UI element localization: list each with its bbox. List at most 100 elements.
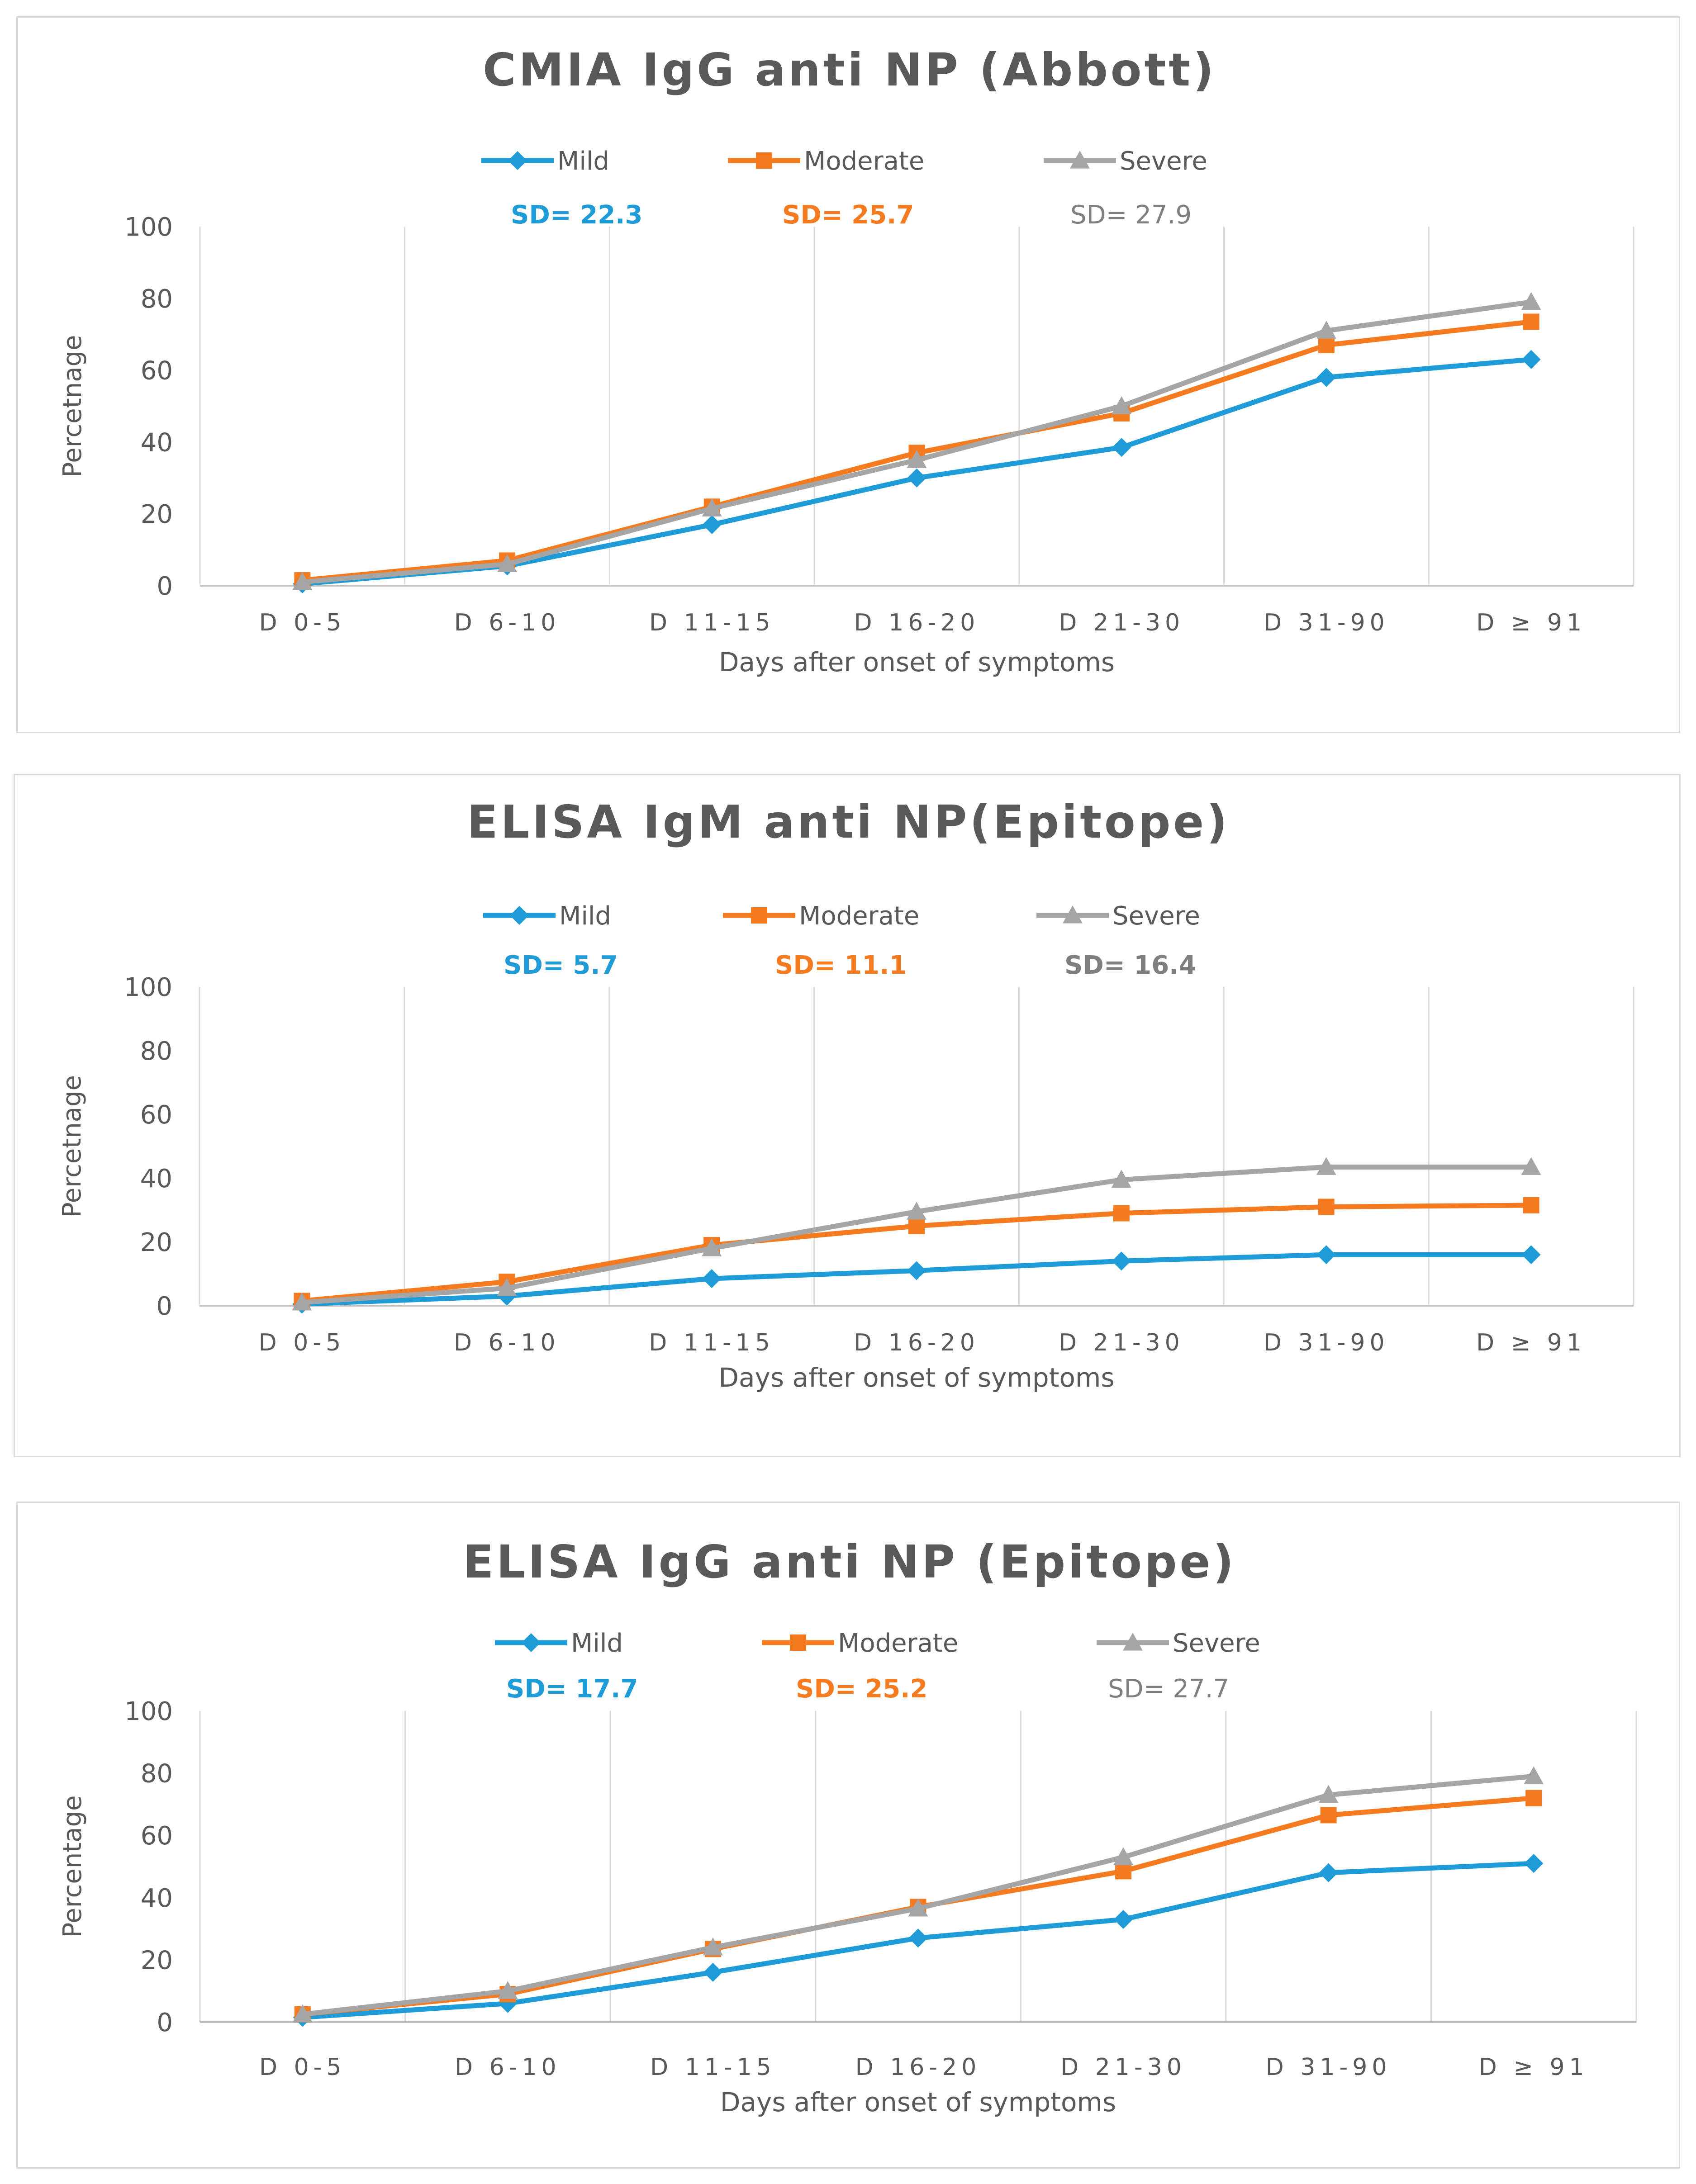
data-point-moderate <box>1523 1197 1539 1213</box>
legend-item-severe: Severe <box>1036 901 1200 931</box>
data-point-mild <box>1521 1245 1541 1265</box>
y-tick-label: 100 <box>124 973 172 1002</box>
chart-panel-2: ELISA IgM anti NP(Epitope) 0 20 40 60 80 100 D … <box>14 774 1681 1457</box>
series-severe <box>292 292 1541 590</box>
x-tick-label: D ≥ 91 <box>1476 609 1586 636</box>
data-point-mild <box>498 1994 518 2013</box>
data-point-severe <box>702 1238 722 1256</box>
legend-marker-severe <box>1123 1633 1143 1651</box>
legend-marker-severe <box>1063 905 1083 924</box>
y-tick-label: 40 <box>141 1884 173 1913</box>
chart-title: ELISA IgG anti NP (Epitope) <box>463 1535 1236 1588</box>
data-point-mild <box>1524 1854 1544 1873</box>
data-point-mild <box>907 468 926 488</box>
y-tick-label: 0 <box>157 2008 173 2037</box>
chart-title: ELISA IgM anti NP(Epitope) <box>467 796 1230 848</box>
x-axis-label: Days after onset of symptoms <box>719 647 1115 677</box>
sd-label-severe: SD= 27.7 <box>1108 1674 1229 1704</box>
data-point-severe <box>497 554 518 572</box>
sd-label-mild: SD= 17.7 <box>506 1674 638 1704</box>
data-point-severe <box>703 1937 723 1956</box>
data-point-mild <box>1521 350 1541 369</box>
x-tick-label: D 6-10 <box>455 2054 561 2081</box>
legend-label: Severe <box>1173 1629 1260 1658</box>
data-point-mild <box>703 1962 722 1982</box>
legend-label: Mild <box>557 147 609 176</box>
x-tick-label: D 21-30 <box>1060 2054 1186 2081</box>
data-point-severe <box>1316 1157 1336 1175</box>
chart-svg-3: ELISA IgG anti NP (Epitope) 0 20 40 60 80 100 D… <box>58 1535 1637 2118</box>
data-point-mild <box>702 515 722 535</box>
data-point-severe <box>1112 396 1132 414</box>
y-axis-label: Percetnage <box>57 1075 87 1218</box>
data-point-mild <box>1316 368 1336 387</box>
sd-label-mild: SD= 5.7 <box>504 951 618 980</box>
x-tick-label: D ≥ 91 <box>1476 1329 1586 1356</box>
legend-label: Moderate <box>838 1629 958 1658</box>
data-point-moderate <box>1318 1199 1335 1215</box>
y-tick-label: 60 <box>141 1821 173 1851</box>
y-tick-label: 80 <box>141 1759 173 1789</box>
x-tick-label: D ≥ 91 <box>1479 2054 1589 2081</box>
chart-title: CMIA IgG anti NP (Abbott) <box>483 43 1216 96</box>
data-point-moderate <box>1115 1863 1132 1880</box>
y-tick-label: 20 <box>140 1228 172 1257</box>
x-tick-label: D 16-20 <box>855 2054 981 2081</box>
data-point-mild <box>1316 1245 1336 1265</box>
x-tick-label: D 6-10 <box>454 609 561 636</box>
data-point-mild <box>1112 438 1131 457</box>
x-tick-label: D 0-5 <box>259 609 346 636</box>
x-tick-label: D 0-5 <box>259 1329 346 1356</box>
series-mild <box>292 1245 1541 1314</box>
y-tick-label: 40 <box>141 428 173 457</box>
x-tick-label: D 31-90 <box>1266 2054 1392 2081</box>
data-point-mild <box>907 1261 926 1280</box>
legend-marker-mild <box>508 151 527 170</box>
y-tick-label: 40 <box>140 1164 172 1194</box>
data-point-severe <box>1521 292 1541 310</box>
data-point-severe <box>292 1292 312 1311</box>
x-tick-label: D 11-15 <box>649 609 775 636</box>
x-tick-label: D 21-30 <box>1059 609 1184 636</box>
data-point-severe <box>292 572 313 590</box>
sd-label-moderate: SD= 25.2 <box>796 1674 927 1704</box>
legend-item-moderate: Moderate <box>762 1629 958 1658</box>
legend-item-mild: Mild <box>483 901 611 931</box>
data-point-severe <box>1524 1766 1544 1785</box>
x-axis-label: Days after onset of symptoms <box>718 1362 1114 1393</box>
legend-label: Mild <box>571 1629 623 1658</box>
legend-item-mild: Mild <box>495 1629 623 1658</box>
chart-svg-2: ELISA IgM anti NP(Epitope) 0 20 40 60 80 100 D … <box>57 796 1634 1393</box>
sd-label-moderate: SD= 25.7 <box>782 200 914 230</box>
sd-label-moderate: SD= 11.1 <box>775 951 907 980</box>
legend-marker-mild <box>522 1633 541 1652</box>
legend-item-mild: Mild <box>481 147 609 176</box>
legend-item-moderate: Moderate <box>728 147 924 176</box>
x-tick-label: D 16-20 <box>854 609 980 636</box>
data-point-moderate <box>1318 337 1335 354</box>
legend-marker-moderate <box>756 152 772 169</box>
y-tick-label: 0 <box>157 572 173 601</box>
series-mild <box>293 1854 1544 2027</box>
y-tick-label: 0 <box>156 1292 172 1321</box>
x-tick-label: D 6-10 <box>454 1329 560 1356</box>
legend-marker-mild <box>510 906 529 925</box>
x-tick-label: D 21-30 <box>1059 1329 1184 1356</box>
data-point-moderate <box>1320 1807 1337 1824</box>
chart-panel-1: CMIA IgG anti NP (Abbott) 0 20 40 60 80 100 D 0… <box>16 16 1680 733</box>
data-point-severe <box>497 1278 517 1296</box>
data-point-severe <box>907 450 927 468</box>
sd-label-severe: SD= 16.4 <box>1064 951 1196 980</box>
y-axis-label: Percentage <box>58 1795 87 1938</box>
y-tick-label: 20 <box>141 1946 173 1975</box>
data-point-moderate <box>1525 1790 1542 1806</box>
x-tick-label: D 16-20 <box>854 1329 979 1356</box>
data-point-mild <box>702 1269 722 1289</box>
data-point-severe <box>498 1981 518 1999</box>
y-axis-label: Percetnage <box>58 335 87 477</box>
data-point-severe <box>702 498 722 516</box>
data-point-severe <box>1316 321 1336 339</box>
series-severe <box>292 1157 1541 1311</box>
series-mild <box>293 350 1541 594</box>
data-point-moderate <box>1523 313 1539 330</box>
